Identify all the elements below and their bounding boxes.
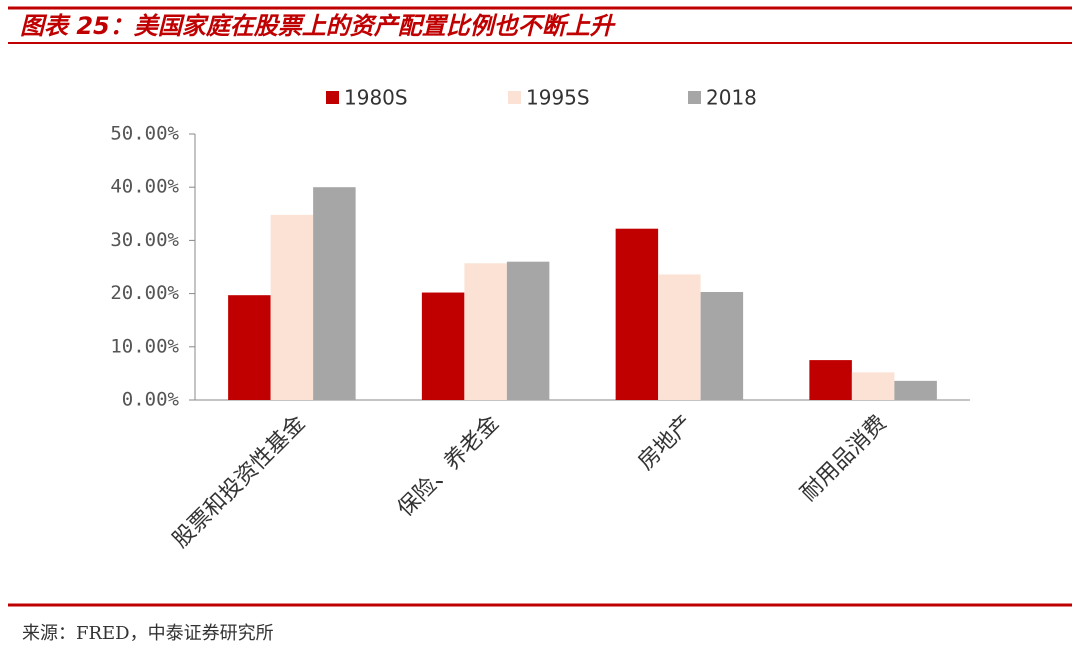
bar xyxy=(615,228,659,400)
chart-title: 图表 25：美国家庭在股票上的资产配置比例也不断上升 xyxy=(20,12,617,40)
y-tick-label: 10.00% xyxy=(110,335,179,357)
legend-label: 1995S xyxy=(526,86,590,110)
x-tick-label: 保险、养老金 xyxy=(393,411,504,522)
bar xyxy=(658,274,701,400)
bar xyxy=(809,360,852,400)
legend-swatch xyxy=(326,91,339,104)
bar xyxy=(228,295,271,400)
bar xyxy=(851,372,895,400)
source: 来源：FRED，中泰证券研究所 xyxy=(22,623,274,644)
y-tick-label: 40.00% xyxy=(110,176,179,198)
bar xyxy=(894,380,937,400)
y-tick-label: 20.00% xyxy=(110,282,179,304)
y-tick-label: 30.00% xyxy=(110,229,179,251)
legend-label: 2018 xyxy=(706,86,757,110)
y-tick-label: 50.00% xyxy=(110,123,179,145)
x-tick-label: 房地产 xyxy=(634,411,698,475)
bar xyxy=(506,261,550,400)
bar xyxy=(313,187,356,400)
y-tick-label: 0.00% xyxy=(122,389,180,411)
bar xyxy=(270,214,314,400)
legend-swatch xyxy=(688,91,701,104)
x-tick-label: 耐用品消费 xyxy=(796,411,891,506)
bar xyxy=(464,263,507,400)
legend-swatch xyxy=(508,91,521,104)
x-tick-label: 股票和投资性基金 xyxy=(168,411,310,553)
bar xyxy=(421,292,465,400)
legend-label: 1980S xyxy=(344,86,408,110)
bar xyxy=(700,292,744,400)
